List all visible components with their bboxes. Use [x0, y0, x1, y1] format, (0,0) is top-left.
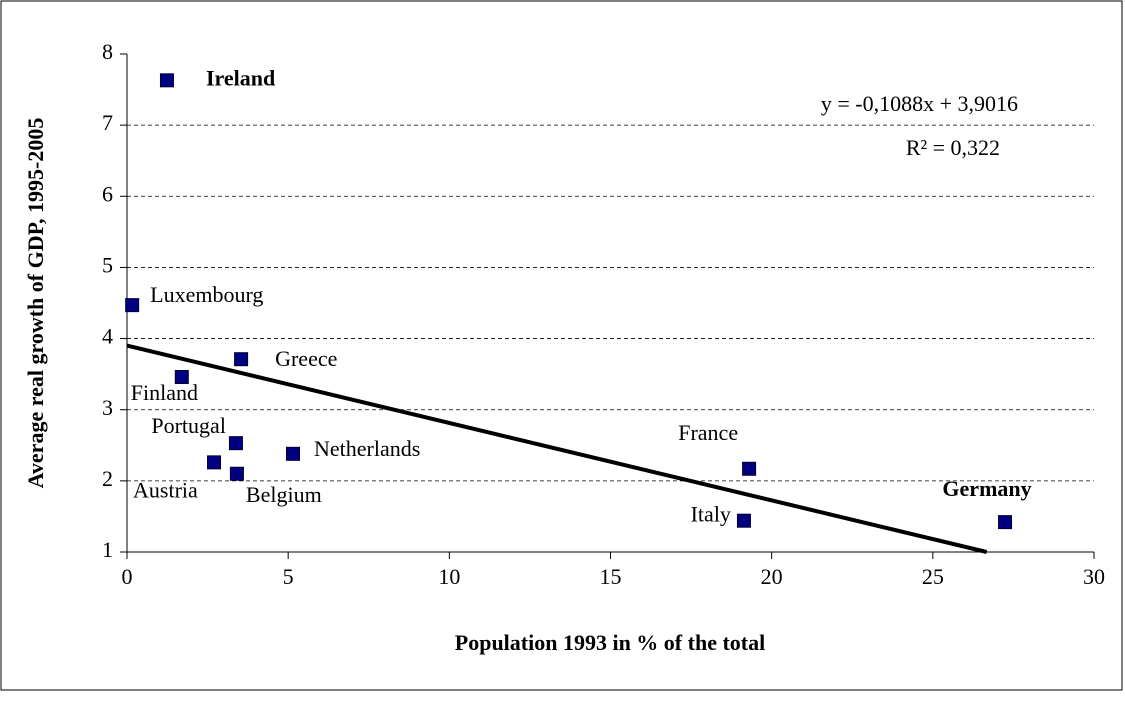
x-tick-label: 30 — [1083, 564, 1105, 589]
point-label: Germany — [942, 476, 1031, 501]
point-label: Finland — [131, 380, 198, 405]
point — [125, 298, 140, 313]
x-tick-label: 10 — [438, 564, 460, 589]
trendline — [126, 343, 988, 554]
point-label: Austria — [133, 477, 198, 502]
point — [174, 369, 189, 384]
point-label: Netherlands — [314, 436, 420, 461]
y-tick-label: 7 — [102, 110, 113, 135]
x-tick-label: 5 — [283, 564, 294, 589]
y-tick-label: 8 — [102, 39, 113, 64]
point — [234, 352, 249, 367]
x-tick-label: 25 — [922, 564, 944, 589]
y-tick-label: 5 — [102, 252, 113, 277]
x-tick-label: 15 — [600, 564, 622, 589]
y-tick-label: 2 — [102, 466, 113, 491]
point-label: Luxembourg — [150, 282, 263, 307]
point-label: Italy — [691, 502, 731, 527]
point — [207, 455, 222, 470]
y-tick-label: 1 — [102, 537, 113, 562]
point-label: Belgium — [246, 482, 322, 507]
chart-frame — [0, 0, 1123, 691]
point — [228, 436, 243, 451]
x-axis-label: Population 1993 in % of the total — [455, 630, 765, 655]
x-tick-label: 20 — [761, 564, 783, 589]
x-tick-label: 0 — [122, 564, 133, 589]
point-label: Greece — [275, 346, 337, 371]
y-axis-label: Average real growth of GDP, 1995-2005 — [23, 118, 48, 489]
point — [998, 515, 1013, 530]
trendline-r2: R² = 0,322 — [906, 135, 1000, 160]
y-tick-label: 3 — [102, 395, 113, 420]
point — [742, 461, 757, 476]
point-label: Ireland — [206, 65, 275, 90]
point — [159, 73, 174, 88]
y-tick-label: 4 — [102, 324, 113, 349]
point — [286, 446, 301, 461]
point — [736, 513, 751, 528]
y-tick-label: 6 — [102, 181, 113, 206]
trendline-equation: y = -0,1088x + 3,9016 — [821, 91, 1018, 116]
point-label: Portugal — [151, 413, 226, 438]
point-label: France — [678, 420, 738, 445]
point — [229, 466, 244, 481]
